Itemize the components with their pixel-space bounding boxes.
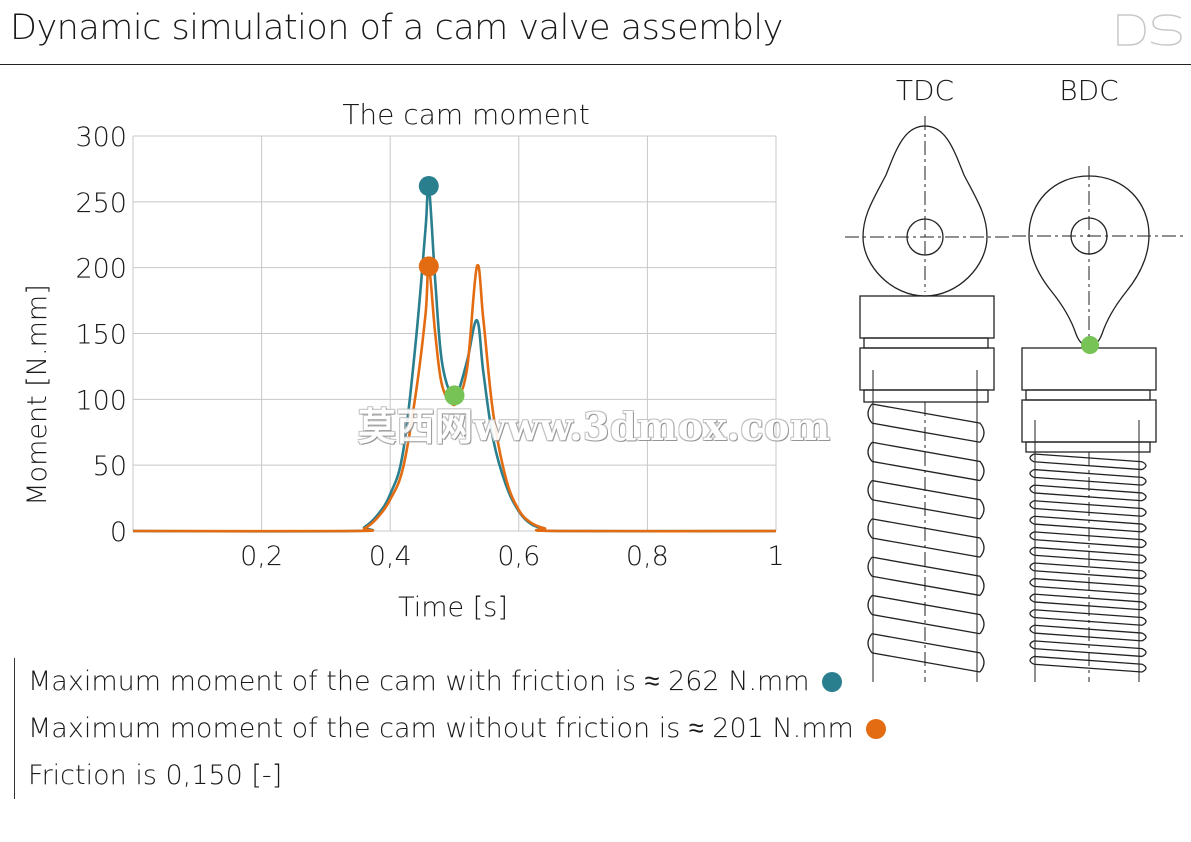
chart-grid [132,135,777,532]
chart-markers [418,176,465,406]
note-text: Friction is 0,150 [-] [28,759,283,791]
chart-series [132,182,777,533]
x-tick-label: 0,2 [240,541,283,572]
note-max-with-friction: Maximum moment of the cam with friction … [28,658,886,705]
y-tick-label: 150 [75,320,127,351]
cam-valve-drawing: TDC BDC [845,74,1185,682]
tdc-tappet [859,295,995,339]
series-line-with-friction [132,182,777,533]
spring-coil [867,403,985,673]
y-tick-label: 100 [75,385,127,416]
y-tick-label: 0 [110,517,127,548]
note-max-without-friction: Maximum moment of the cam without fricti… [28,705,886,752]
title-rule [0,64,1191,65]
chart-ticks: 0 50 100 150 200 250 300 0,2 0,4 0,6 0,8 1 [75,122,784,572]
x-tick-label: 0,6 [497,541,540,572]
note-text: Maximum moment of the cam with friction … [28,665,810,697]
bdc-tappet [1021,347,1157,391]
y-tick-label: 300 [75,122,127,153]
y-axis-label: Moment [N.mm] [22,284,53,505]
y-tick-label: 250 [75,188,127,219]
note-friction: Friction is 0,150 [-] [28,752,886,799]
bdc-assembly [1012,166,1185,682]
bdc-spring [1029,453,1147,673]
chart-marker-point [444,385,465,406]
x-tick-label: 0,8 [626,541,669,572]
watermark: 莫西网www.3dmox.com [358,404,831,449]
note-text: Maximum moment of the cam without fricti… [28,712,854,744]
chart-title: The cam moment [342,98,589,131]
bdc-label: BDC [1059,74,1118,107]
cam-moment-chart: 0 50 100 150 200 250 300 0,2 0,4 0,6 0,8 1 The cam … [22,98,785,623]
with-friction-legend-dot [821,671,842,692]
page-title: Dynamic simulation of a cam valve assemb… [10,8,783,48]
y-tick-label: 50 [93,451,127,482]
contact-point-marker [1081,336,1099,354]
result-notes: Maximum moment of the cam with friction … [14,658,886,799]
chart-marker-point [418,256,439,277]
tdc-spring [867,403,985,673]
logo [1117,14,1182,46]
tdc-label: TDC [896,74,954,107]
spring-coil [1029,453,1147,673]
without-friction-legend-dot [865,718,886,739]
x-tick-label: 0,4 [369,541,412,572]
tdc-assembly [845,116,1012,682]
chart-marker-point [418,176,439,197]
y-tick-label: 200 [75,254,127,285]
x-tick-label: 1 [767,541,784,572]
x-axis-label: Time [s] [398,592,508,623]
